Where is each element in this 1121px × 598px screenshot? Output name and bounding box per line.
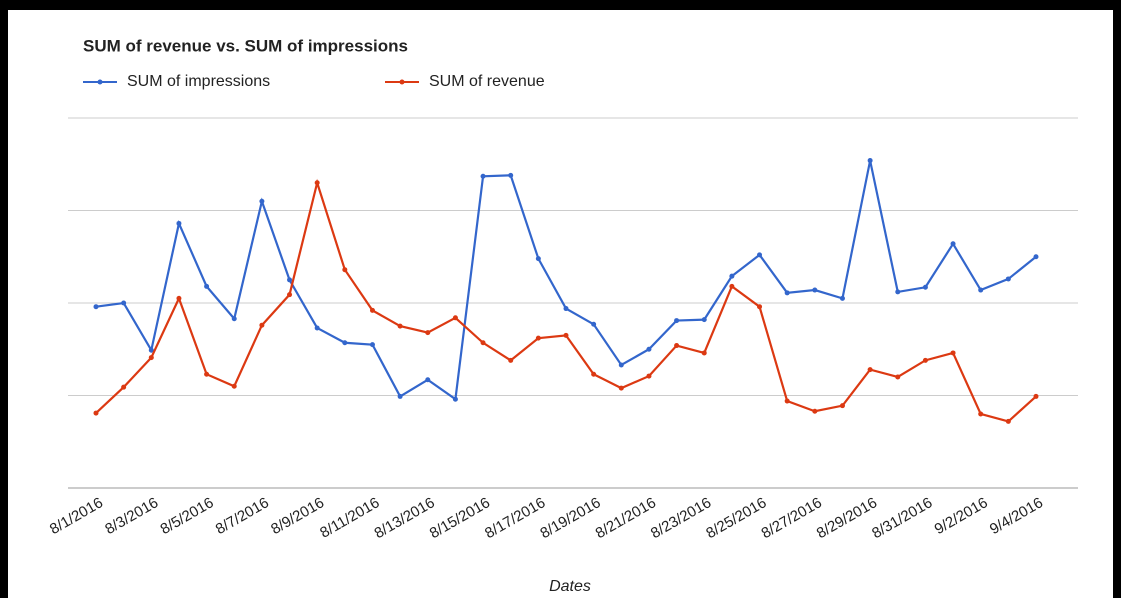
data-point	[369, 342, 375, 348]
data-point	[812, 408, 818, 414]
data-point	[895, 289, 901, 295]
data-point	[701, 317, 707, 323]
data-point	[729, 283, 735, 289]
data-point	[784, 290, 790, 296]
data-point	[231, 383, 237, 389]
chart-background	[8, 10, 1113, 598]
data-point	[591, 371, 597, 377]
data-point	[563, 332, 569, 338]
data-point	[369, 307, 375, 313]
data-point	[1033, 254, 1039, 260]
data-point	[121, 300, 127, 306]
data-point	[425, 330, 431, 336]
data-point	[176, 295, 182, 301]
data-point	[646, 373, 652, 379]
data-point	[342, 340, 348, 346]
data-point	[480, 340, 486, 346]
data-point	[535, 256, 541, 262]
data-point	[591, 321, 597, 327]
data-point	[342, 267, 348, 273]
data-point	[950, 241, 956, 247]
x-axis-label: Dates	[549, 578, 591, 595]
data-point	[922, 357, 928, 363]
data-point	[452, 396, 458, 402]
data-point	[148, 347, 154, 353]
legend-label: SUM of revenue	[429, 73, 545, 90]
data-point	[287, 292, 293, 298]
data-point	[563, 306, 569, 312]
data-point	[784, 398, 790, 404]
data-point	[978, 287, 984, 293]
data-point	[314, 325, 320, 331]
data-point	[701, 350, 707, 356]
data-point	[867, 367, 873, 373]
data-point	[397, 323, 403, 329]
legend-dot	[97, 79, 103, 85]
data-point	[1005, 418, 1011, 424]
data-point	[978, 411, 984, 417]
data-point	[508, 357, 514, 363]
chart-title: SUM of revenue vs. SUM of impressions	[83, 36, 408, 55]
data-point	[452, 315, 458, 321]
data-point	[93, 410, 99, 416]
data-point	[148, 355, 154, 361]
data-point	[1033, 393, 1039, 399]
data-point	[397, 393, 403, 399]
data-point	[287, 277, 293, 283]
data-point	[121, 384, 127, 390]
legend-dot	[399, 79, 405, 85]
data-point	[93, 304, 99, 310]
data-point	[950, 350, 956, 356]
legend-label: SUM of impressions	[127, 73, 270, 90]
data-point	[176, 220, 182, 226]
data-point	[1005, 276, 1011, 282]
data-point	[204, 371, 210, 377]
data-point	[618, 362, 624, 368]
data-point	[425, 377, 431, 383]
data-point	[922, 284, 928, 290]
data-point	[646, 346, 652, 352]
data-point	[204, 283, 210, 289]
data-point	[867, 158, 873, 164]
data-point	[839, 403, 845, 409]
data-point	[231, 316, 237, 322]
data-point	[480, 173, 486, 179]
data-point	[314, 180, 320, 186]
data-point	[757, 252, 763, 258]
data-point	[508, 172, 514, 178]
data-point	[259, 322, 265, 328]
data-point	[812, 287, 818, 293]
data-point	[674, 318, 680, 324]
data-point	[259, 198, 265, 204]
data-point	[757, 304, 763, 310]
data-point	[618, 385, 624, 391]
data-point	[535, 335, 541, 341]
data-point	[729, 273, 735, 279]
data-point	[674, 343, 680, 349]
data-point	[839, 295, 845, 301]
data-point	[895, 374, 901, 380]
